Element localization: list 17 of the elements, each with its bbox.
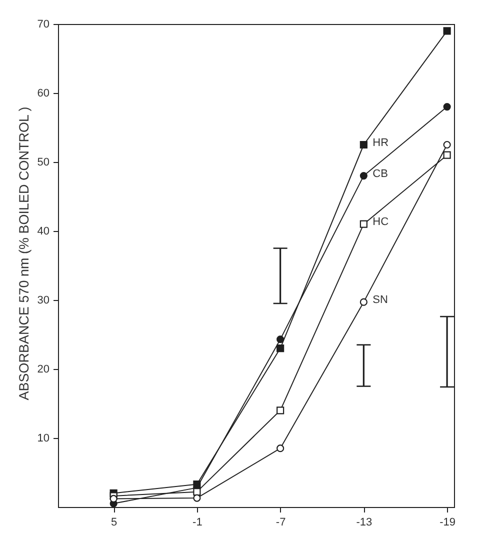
x-tick-label: -13 [356,516,372,528]
y-tick-label: 70 [37,18,50,30]
x-tick-label: 5 [111,516,118,528]
series-label: SN [372,294,388,306]
y-tick-label: 20 [37,364,50,376]
x-tick-label: -19 [440,516,456,528]
y-tick-label: 50 [37,156,50,168]
series-label: CB [372,168,388,180]
series-label: HR [372,136,389,149]
y-axis-title: ABSORBANCE 570 nm (% BOILED CONTROL ) [16,106,32,400]
y-tick-label: 60 [37,88,50,100]
x-tick-label: -7 [276,516,286,528]
y-tick-label: 40 [37,226,50,238]
y-tick-label: 10 [37,432,50,444]
x-tick-label: -1 [192,516,202,528]
series-label: HC [372,216,389,228]
y-tick-label: 30 [37,294,50,306]
